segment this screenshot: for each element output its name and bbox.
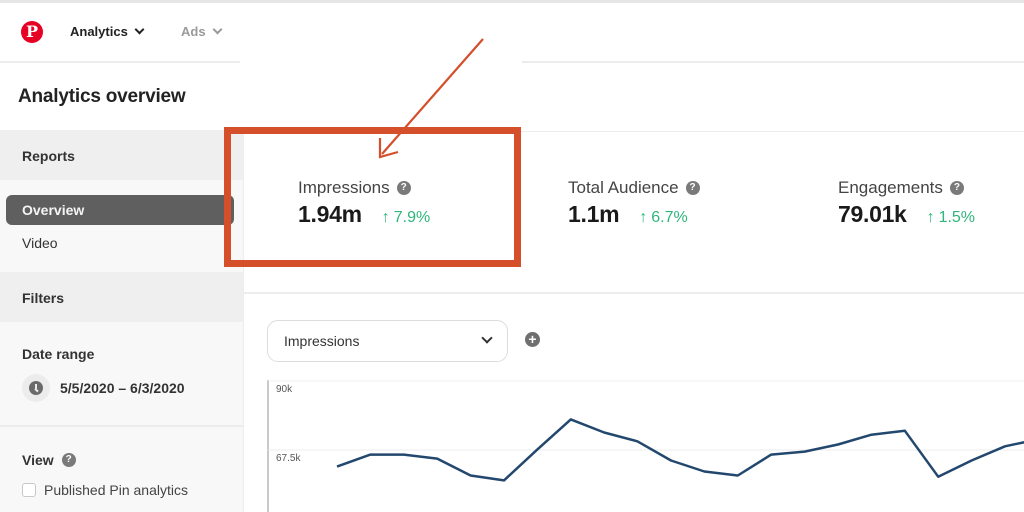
sidebar-item-video[interactable]: Video (22, 235, 58, 251)
arrow-up-icon: ↑ (639, 209, 648, 226)
y-tick-label: 67.5k (276, 453, 301, 464)
published-pin-analytics-option[interactable]: Published Pin analytics (22, 482, 188, 498)
metric-change-value: 6.7% (651, 209, 688, 226)
metric-label: Total Audience (568, 178, 679, 197)
metric-change-value: 1.5% (938, 209, 976, 226)
reports-section-header: Reports (0, 130, 243, 180)
chart-plot (267, 380, 1024, 512)
header-divider (522, 61, 1024, 63)
filters-section-header: Filters (0, 272, 243, 322)
sidebar: Reports Overview Video Filters Date rang… (0, 130, 243, 512)
pinterest-logo-icon[interactable]: P (21, 21, 43, 43)
checkbox-label: Published Pin analytics (44, 482, 188, 498)
metric-engagements[interactable]: Engagements ? 79.01k ↑ 1.5% (838, 178, 975, 228)
metric-impressions[interactable]: Impressions ? 1.94m ↑ 7.9% (298, 178, 430, 228)
nav-analytics-menu[interactable]: Analytics (70, 24, 145, 39)
chevron-down-icon (134, 24, 145, 35)
metric-change: ↑ 6.7% (639, 209, 687, 227)
annotation-highlight-box (224, 127, 521, 267)
metric-total-audience[interactable]: Total Audience ? 1.1m ↑ 6.7% (568, 178, 700, 228)
metric-dropdown[interactable]: Impressions (267, 320, 508, 362)
arrow-up-icon: ↑ (926, 209, 935, 226)
chevron-down-icon (212, 24, 223, 35)
help-icon[interactable]: ? (685, 181, 700, 195)
metric-value: 79.01k (838, 201, 907, 227)
metrics-top-divider (243, 131, 1024, 132)
date-range-picker[interactable]: 5/5/2020 – 6/3/2020 (22, 374, 185, 402)
published-pin-analytics-checkbox[interactable] (22, 483, 36, 497)
main-left-border (243, 130, 244, 512)
add-metric-button[interactable]: + (525, 332, 540, 347)
clock-icon (29, 381, 43, 395)
metric-label: Impressions (298, 178, 390, 197)
metric-change: ↑ 7.9% (382, 209, 430, 227)
page-title: Analytics overview (18, 86, 186, 107)
metric-label: Engagements (838, 178, 943, 197)
top-navigation-bar: P Analytics Ads (0, 0, 1024, 62)
chevron-down-icon (481, 332, 493, 344)
header-divider (0, 61, 240, 63)
top-border (0, 0, 1024, 3)
date-range-label: Date range (22, 346, 95, 362)
metric-change: ↑ 1.5% (927, 209, 975, 227)
metrics-bottom-divider (243, 292, 1024, 294)
help-icon[interactable]: ? (61, 453, 76, 467)
impressions-series-line (336, 418, 1024, 482)
clock-icon-button[interactable] (22, 374, 50, 402)
nav-ads-label: Ads (181, 24, 206, 39)
metric-value: 1.94m (298, 201, 362, 227)
impressions-line-chart: 90k 67.5k (266, 380, 1024, 512)
nav-ads-menu[interactable]: Ads (181, 24, 223, 39)
help-icon[interactable]: ? (949, 181, 964, 195)
view-label-text: View (22, 452, 54, 468)
nav-analytics-label: Analytics (70, 24, 128, 39)
help-icon[interactable]: ? (396, 181, 411, 195)
sidebar-divider (0, 425, 243, 427)
view-filter-label: View ? (22, 452, 76, 468)
metric-change-value: 7.9% (393, 209, 431, 226)
metric-value: 1.1m (568, 201, 620, 227)
arrow-up-icon: ↑ (381, 209, 390, 226)
metric-dropdown-value: Impressions (284, 333, 360, 349)
sidebar-item-overview[interactable]: Overview (6, 195, 234, 225)
y-tick-label: 90k (276, 384, 293, 395)
date-range-value: 5/5/2020 – 6/3/2020 (60, 380, 185, 396)
